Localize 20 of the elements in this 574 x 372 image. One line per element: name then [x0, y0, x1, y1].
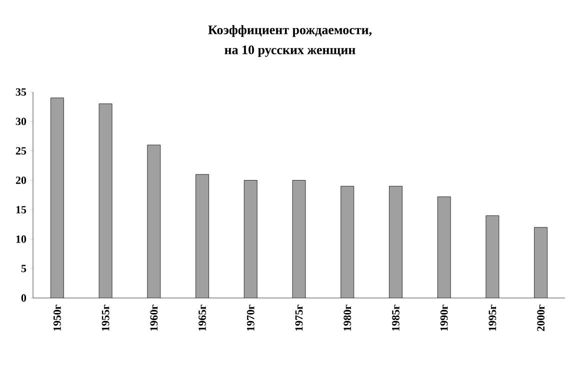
- y-tick-label: 25: [16, 147, 26, 155]
- x-tick-label: 1960г: [150, 304, 158, 331]
- x-tick-label: 1980г: [344, 304, 352, 331]
- x-tick-label: 1975г: [295, 304, 303, 331]
- y-tick-label: 20: [16, 176, 26, 184]
- x-tick-label: 1985г: [392, 304, 400, 331]
- x-tick-label: 1965г: [198, 304, 206, 331]
- x-tick-label: 1950г: [53, 304, 61, 331]
- y-tick-label: 10: [16, 235, 26, 243]
- y-tick-label: 30: [16, 118, 26, 126]
- y-tick-label: 0: [21, 294, 26, 302]
- x-tick-label: 1955г: [102, 304, 110, 331]
- x-tick-label: 1990г: [440, 304, 448, 331]
- y-tick-label: 35: [16, 88, 26, 96]
- y-tick-label: 5: [21, 264, 26, 272]
- x-tick-label: 1970г: [246, 304, 254, 331]
- chart-title: Коэффициент рождаемости, на 10 русских женщин: [208, 25, 372, 57]
- x-tick-label: 1995г: [488, 304, 496, 331]
- x-tick-label: 2000г: [537, 304, 545, 332]
- y-tick-label: 15: [16, 206, 26, 214]
